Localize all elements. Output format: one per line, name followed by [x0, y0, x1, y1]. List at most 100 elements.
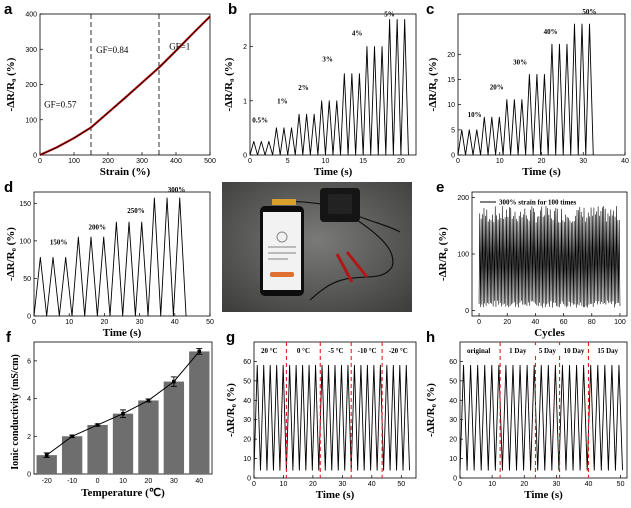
- y-tick-label-h-2: 20: [449, 437, 457, 444]
- y-tick-label-e-1: 100: [457, 252, 469, 259]
- y-tick-label-f-3: 6: [27, 358, 31, 365]
- y-tick-label-e-0: 0: [465, 308, 469, 315]
- x-tick-label-f-3: 10: [119, 478, 127, 485]
- bar-1: [61, 436, 83, 474]
- segment-label-bg-h-2: [534, 345, 561, 355]
- panel-label-d: d: [4, 179, 13, 196]
- x-tick-label-a-5: 500: [204, 158, 216, 165]
- series-line-a: [39, 15, 211, 157]
- annotation-d-2: 250%: [127, 207, 145, 215]
- segment-label-bg-h-3: [561, 345, 588, 355]
- annotation-c-4: 50%: [582, 8, 596, 16]
- plot-frame-d: [33, 191, 211, 317]
- x-axis-label-d: Time (s): [103, 327, 142, 339]
- marker-f-3: [121, 411, 125, 416]
- y-tick-label-h-3: 30: [449, 417, 457, 424]
- x-tick-label-e-0: 0: [477, 319, 481, 326]
- panel-label-h: h: [426, 329, 435, 346]
- marker-f-4: [146, 398, 151, 403]
- chart-b: b 0 5 10 15 20 0 1 2 Time (s) -ΔR/R₀ (%) 0.5% 1% 2% 3%…: [223, 1, 417, 178]
- panel-b: b 0 5 10 15 20 0 1 2 Time (s) -ΔR/R₀ (%) 0.5% 1% 2% 3%…: [222, 0, 422, 188]
- y-tick-label-d-3: 150: [19, 201, 31, 208]
- x-tick-label-f-6: 40: [195, 478, 203, 485]
- x-tick-label-b-4: 20: [397, 158, 405, 165]
- y-tick-label-g-3: 30: [243, 417, 251, 424]
- x-tick-label-c-2: 20: [538, 158, 546, 165]
- annotation-a-1: GF=0.84: [96, 45, 129, 55]
- x-tick-label-c-1: 10: [496, 158, 504, 165]
- y-tick-label-h-1: 10: [449, 456, 457, 463]
- marker-f-0: [44, 453, 49, 457]
- x-tick-label-d-2: 20: [101, 319, 109, 326]
- y-tick-label-g-0: 0: [247, 476, 251, 483]
- x-tick-label-e-4: 80: [588, 319, 596, 326]
- chart-d: d 0 10 20 30 40 50 0 50 100 150 Time (s) -ΔR/R₀ (%) 1…: [4, 179, 214, 339]
- panel-e: e 0 20 40 60 80 100 0 100 200 Cycles -ΔR/R₀ (%) 300%…: [422, 178, 631, 339]
- y-tick-label-a-2: 200: [25, 82, 37, 89]
- y-tick-label-g-4: 40: [243, 398, 251, 405]
- x-tick-label-h-3: 30: [552, 481, 560, 488]
- x-tick-label-a-3: 300: [136, 158, 148, 165]
- x-tick-label-d-1: 10: [65, 319, 73, 326]
- bar-5: [163, 381, 185, 474]
- x-tick-label-a-1: 100: [68, 158, 80, 165]
- x-tick-label-g-2: 20: [309, 481, 317, 488]
- segment-label-bg-g-4: [385, 345, 412, 355]
- y-axis-label-g: -ΔR/R₀ (%): [225, 383, 237, 437]
- x-tick-label-a-0: 0: [38, 158, 42, 165]
- annotation-d-0: 150%: [50, 239, 67, 247]
- y-axis-label-b: -ΔR/R₀ (%): [223, 57, 235, 111]
- x-tick-label-b-3: 15: [359, 158, 367, 165]
- y-tick-label-h-5: 50: [449, 378, 457, 385]
- series-line-b: [249, 18, 409, 156]
- bar-4: [138, 400, 159, 474]
- x-axis-label-h: Time (s): [524, 489, 563, 501]
- series-line-e: [478, 205, 621, 308]
- x-axis-label-b: Time (s): [314, 166, 353, 178]
- x-tick-label-b-0: 0: [248, 158, 252, 165]
- y-axis-label-e: -ΔR/R₀ (%): [437, 227, 449, 281]
- panel-c: c 0 10 20 30 40 0 5 10 15 20 Time (s) -ΔR/R₀ (%) 10% 2…: [422, 0, 631, 188]
- annotation-c-3: 40%: [544, 28, 558, 36]
- segment-label-bg-h-1: [504, 345, 531, 355]
- y-tick-label-a-3: 300: [25, 47, 37, 54]
- x-tick-label-h-4: 40: [585, 481, 593, 488]
- panel-label-f: f: [6, 329, 12, 346]
- y-tick-label-e-2: 200: [457, 195, 469, 202]
- y-tick-label-a-0: 0: [33, 153, 37, 160]
- phone-device-illustration: [222, 182, 412, 312]
- x-tick-label-d-5: 50: [206, 319, 214, 326]
- x-tick-label-f-1: -10: [67, 478, 77, 485]
- sensor-photo: [222, 182, 412, 312]
- y-tick-label-d-2: 100: [19, 238, 31, 245]
- panel-label-e: e: [436, 179, 444, 196]
- annotation-c-1: 20%: [490, 84, 504, 92]
- y-tick-label-g-6: 60: [243, 359, 251, 366]
- x-tick-label-c-4: 40: [621, 158, 629, 165]
- y-tick-label-a-1: 100: [25, 117, 37, 124]
- segment-label-h-1: 1 Day: [509, 347, 527, 355]
- segment-label-bg-h-4: [594, 345, 621, 355]
- x-tick-label-e-1: 20: [503, 319, 511, 326]
- segment-label-h-3: 10 Day: [564, 347, 585, 355]
- x-tick-label-h-0: 0: [458, 481, 462, 488]
- panel-label-a: a: [4, 1, 13, 18]
- x-tick-label-a-4: 400: [170, 158, 182, 165]
- x-tick-label-e-3: 60: [560, 319, 568, 326]
- x-tick-label-h-1: 10: [488, 481, 496, 488]
- segment-label-h-0: original: [467, 347, 490, 355]
- plot-frame-a: [39, 13, 211, 156]
- bar-3: [112, 413, 134, 474]
- segment-label-g-3: -10 °C: [358, 347, 377, 355]
- panel-label-c: c: [426, 1, 434, 18]
- annotation-b-0: 0.5%: [252, 116, 268, 124]
- y-tick-label-c-4: 20: [447, 52, 455, 59]
- x-axis-label-f: Temperature (℃): [81, 487, 165, 499]
- segment-label-h-4: 15 Day: [597, 347, 618, 355]
- bar-0: [36, 455, 57, 474]
- y-tick-label-b-0: 0: [243, 153, 247, 160]
- y-tick-label-a-4: 400: [25, 12, 37, 19]
- annotation-b-4: 4%: [352, 30, 363, 38]
- segment-label-bg-g-0: [256, 345, 283, 355]
